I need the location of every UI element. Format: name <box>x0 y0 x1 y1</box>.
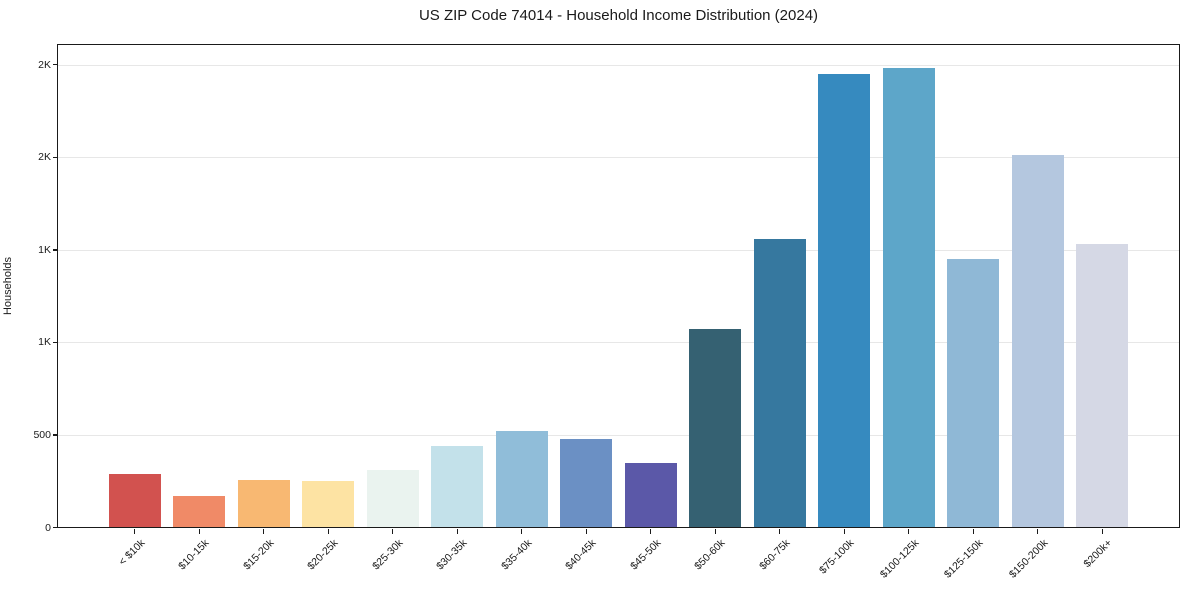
gridline-2000 <box>58 157 1179 159</box>
bar-40-45k <box>560 438 613 528</box>
gridline-1500 <box>58 249 1179 251</box>
x-tick-label: $150-200k <box>1006 536 1051 581</box>
x-tick-label: $30-35k <box>434 536 470 572</box>
x-tick-mark <box>392 529 394 534</box>
x-tick-label: < $10k <box>116 536 148 568</box>
x-tick-label: $45-50k <box>627 536 664 572</box>
x-tick-label: $60-75k <box>756 536 793 572</box>
bar-10k <box>108 473 161 528</box>
x-tick-mark <box>585 529 587 534</box>
y-tick-label: 0 <box>45 521 51 534</box>
bar-25-30k <box>366 470 419 528</box>
y-tick-mark <box>52 341 58 344</box>
x-tick-mark <box>1101 529 1103 534</box>
x-tick-label: $20-25k <box>305 536 341 572</box>
y-tick-mark <box>52 64 58 66</box>
y-axis-label: Households <box>2 256 14 316</box>
y-tick-label: 1K <box>38 336 51 349</box>
bar-75-100k <box>818 74 871 528</box>
x-tick-label: $75-100k <box>817 536 857 576</box>
y-tick-mark <box>52 156 58 158</box>
x-tick-label: $50-60k <box>692 536 728 572</box>
x-tick-mark <box>714 529 716 534</box>
x-tick-label: $10-15k <box>176 536 212 572</box>
x-tick-label: $200k+ <box>1081 536 1115 570</box>
bar-60-75k <box>753 238 806 528</box>
y-tick-mark <box>52 526 58 529</box>
bar-15-20k <box>237 480 290 528</box>
bar-150-200k <box>1011 155 1064 528</box>
x-tick-label: $15-20k <box>240 536 277 572</box>
gridline-2500 <box>58 64 1179 66</box>
x-tick-mark <box>972 529 974 534</box>
x-tick-mark <box>779 529 781 534</box>
bar-125-150k <box>947 259 1000 528</box>
gridline-1000 <box>58 342 1179 344</box>
y-tick-mark <box>52 249 58 251</box>
y-tick-mark <box>52 434 58 436</box>
x-tick-label: $40-45k <box>563 536 599 572</box>
bar-45-50k <box>624 462 677 528</box>
chart-title: US ZIP Code 74014 - Household Income Dis… <box>418 7 819 24</box>
bar-200k <box>1076 244 1129 528</box>
x-tick-mark <box>263 529 265 534</box>
x-tick-label: $25-30k <box>369 536 406 572</box>
bar-35-40k <box>495 431 548 528</box>
x-tick-mark <box>1037 529 1039 534</box>
x-tick-mark <box>456 529 458 534</box>
gridline-500 <box>58 434 1179 436</box>
y-tick-label: 2K <box>38 58 51 71</box>
bar-50-60k <box>689 329 742 528</box>
y-tick-label: 2K <box>38 151 51 164</box>
x-tick-label: $35-40k <box>498 536 535 572</box>
x-tick-mark <box>198 529 200 534</box>
bar-100-125k <box>882 68 935 528</box>
bar-30-35k <box>431 446 484 528</box>
y-tick-label: 1K <box>38 243 51 256</box>
x-tick-mark <box>650 529 652 534</box>
x-tick-mark <box>134 529 136 534</box>
x-tick-mark <box>327 529 329 534</box>
y-tick-label: 500 <box>33 428 51 441</box>
x-tick-mark <box>521 529 523 534</box>
x-tick-mark <box>908 529 910 534</box>
x-tick-label: $125-150k <box>942 536 986 581</box>
bar-10-15k <box>173 496 226 528</box>
x-tick-label: $100-125k <box>877 536 922 581</box>
x-tick-mark <box>843 529 845 534</box>
bar-20-25k <box>302 481 355 528</box>
